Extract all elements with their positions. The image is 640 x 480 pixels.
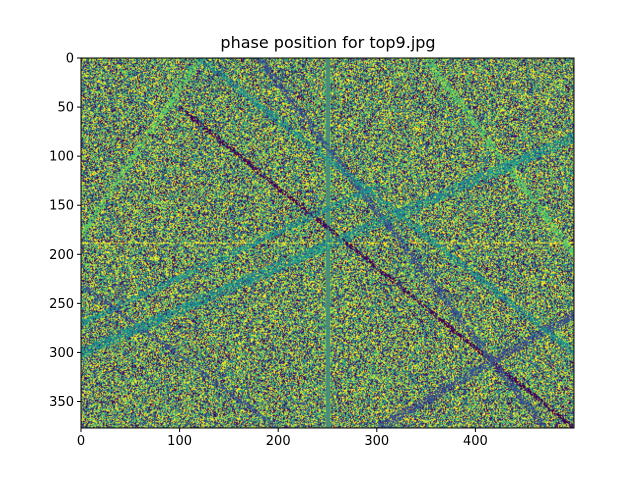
phase-image: [81, 58, 574, 428]
x-tick-label: 400: [463, 434, 488, 449]
y-tick-label: 300: [49, 346, 74, 361]
y-axis: 0 50 100 150 200 250 300 350: [49, 52, 81, 410]
y-tick-label: 50: [57, 101, 74, 116]
x-axis: 0 100 200 300 400: [77, 428, 488, 449]
y-tick-label: 350: [49, 395, 74, 410]
phase-heatmap: [81, 58, 574, 428]
x-tick-label: 100: [167, 434, 192, 449]
x-tick-label: 300: [364, 434, 389, 449]
y-tick-label: 0: [66, 52, 74, 67]
y-tick-label: 250: [49, 297, 74, 312]
axes-frame: [80, 57, 575, 429]
x-tick-label: 200: [266, 434, 291, 449]
chart-title: phase position for top9.jpg: [220, 33, 436, 52]
y-tick-label: 200: [49, 248, 74, 263]
x-tick-label: 0: [77, 434, 85, 449]
y-tick-label: 100: [49, 150, 74, 165]
y-tick-label: 150: [49, 199, 74, 214]
